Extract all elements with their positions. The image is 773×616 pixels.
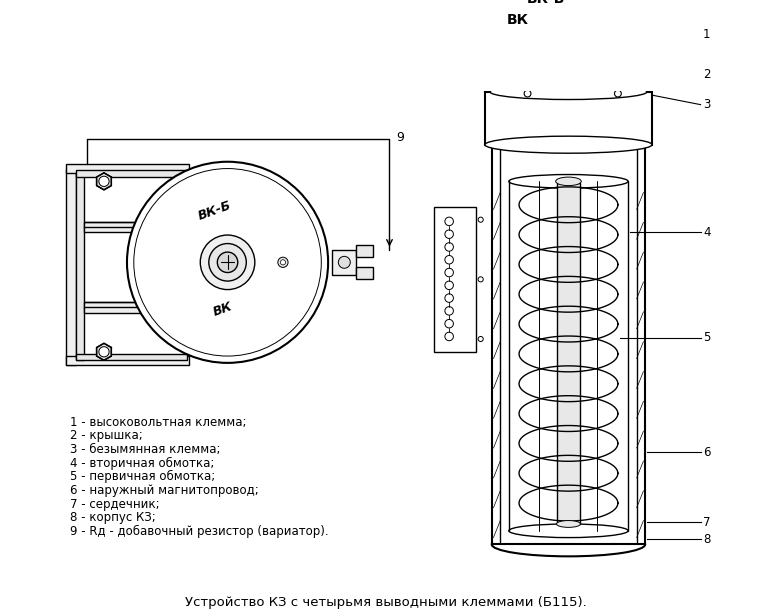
Text: ВК: ВК	[212, 300, 235, 318]
Text: 8: 8	[703, 533, 710, 546]
Circle shape	[445, 217, 454, 225]
Bar	[57, 100, 424, 420]
Circle shape	[478, 277, 483, 282]
Circle shape	[478, 336, 483, 341]
Text: ВК-Б: ВК-Б	[196, 199, 233, 223]
Circle shape	[445, 230, 454, 238]
Bar	[557, 183, 581, 524]
Text: 8 - корпус КЗ;: 8 - корпус КЗ;	[70, 511, 155, 524]
Bar	[66, 356, 189, 365]
Text: 7 - сердечник;: 7 - сердечник;	[70, 498, 159, 511]
Circle shape	[445, 281, 454, 290]
Ellipse shape	[509, 174, 628, 188]
Bar	[84, 222, 182, 232]
Circle shape	[445, 320, 454, 328]
Polygon shape	[97, 173, 111, 190]
Circle shape	[445, 269, 454, 277]
Bar	[356, 245, 373, 257]
Text: 4 - вторичная обмотка;: 4 - вторичная обмотка;	[70, 456, 214, 470]
Circle shape	[445, 332, 454, 341]
Ellipse shape	[509, 524, 628, 538]
Bar	[332, 249, 356, 275]
Text: 7: 7	[703, 516, 710, 529]
Ellipse shape	[570, 30, 584, 36]
Text: 5 - первичная обмотка;: 5 - первичная обмотка;	[70, 470, 215, 484]
Circle shape	[445, 256, 454, 264]
Bar	[84, 302, 182, 312]
Circle shape	[524, 90, 531, 97]
Ellipse shape	[492, 132, 645, 151]
Text: 5: 5	[703, 331, 710, 344]
Text: 6 - наружный магнитопровод;: 6 - наружный магнитопровод;	[70, 484, 259, 497]
Text: 2: 2	[703, 68, 710, 81]
Text: 1: 1	[703, 28, 710, 41]
Text: 2 - крышка;: 2 - крышка;	[70, 429, 143, 442]
Text: ВК-Б: ВК-Б	[527, 0, 566, 6]
Circle shape	[281, 260, 285, 265]
Bar	[76, 354, 186, 360]
Circle shape	[478, 217, 483, 222]
Ellipse shape	[485, 136, 652, 153]
Ellipse shape	[490, 84, 647, 100]
Bar	[66, 169, 76, 365]
Circle shape	[99, 176, 109, 187]
Bar	[434, 207, 476, 352]
Text: 4: 4	[703, 226, 710, 239]
Circle shape	[570, 83, 575, 87]
Circle shape	[339, 256, 350, 269]
Text: 1 - высоковольтная клемма;: 1 - высоковольтная клемма;	[70, 416, 247, 429]
Ellipse shape	[485, 80, 652, 103]
Ellipse shape	[492, 532, 645, 556]
Circle shape	[445, 307, 454, 315]
Bar	[76, 173, 84, 360]
Circle shape	[445, 294, 454, 302]
Polygon shape	[558, 34, 596, 71]
Text: 9: 9	[397, 131, 404, 144]
Bar	[485, 92, 652, 145]
Ellipse shape	[568, 31, 585, 38]
Text: 3: 3	[703, 98, 710, 111]
Bar	[356, 267, 373, 279]
Polygon shape	[97, 343, 111, 360]
Circle shape	[445, 243, 454, 251]
Circle shape	[615, 90, 621, 97]
Ellipse shape	[556, 177, 581, 185]
Circle shape	[99, 347, 109, 357]
Polygon shape	[550, 71, 604, 90]
Text: Устройство КЗ с четырьмя выводными клеммами (Б115).: Устройство КЗ с четырьмя выводными клемм…	[186, 596, 587, 609]
Text: 6: 6	[703, 446, 710, 459]
Text: ВК: ВК	[506, 13, 528, 27]
Circle shape	[200, 235, 255, 290]
Circle shape	[209, 243, 247, 281]
Bar	[76, 170, 186, 177]
Ellipse shape	[557, 521, 581, 527]
Circle shape	[278, 257, 288, 267]
Circle shape	[127, 162, 328, 363]
Circle shape	[217, 252, 238, 272]
Bar	[492, 141, 645, 545]
Text: 9 - Rд - добавочный резистор (вариатор).: 9 - Rд - добавочный резистор (вариатор).	[70, 525, 329, 538]
Text: 3 - безымянная клемма;: 3 - безымянная клемма;	[70, 443, 220, 456]
Bar	[66, 164, 189, 173]
